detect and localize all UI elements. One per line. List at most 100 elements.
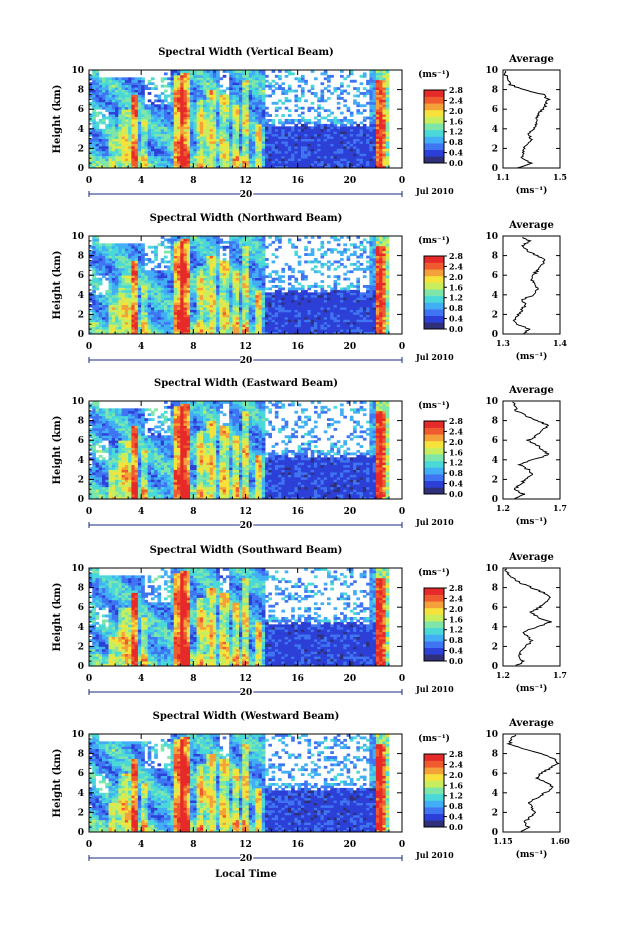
heatmap-cell bbox=[183, 311, 188, 315]
heatmap-cell bbox=[242, 74, 246, 78]
heatmap-cell bbox=[235, 96, 240, 100]
heatmap-cell bbox=[111, 280, 116, 283]
heatmap-cell bbox=[128, 316, 132, 320]
heatmap-cell bbox=[147, 79, 152, 83]
heatmap-cell bbox=[118, 272, 122, 276]
heatmap-cell bbox=[193, 101, 197, 105]
heatmap-cell bbox=[137, 248, 142, 252]
heatmap-cell bbox=[379, 111, 383, 115]
heatmap-cell bbox=[362, 133, 367, 137]
heatmap-cell bbox=[124, 163, 129, 166]
heatmap-cell bbox=[98, 165, 103, 169]
heatmap-cell bbox=[128, 101, 132, 105]
heatmap-cell bbox=[304, 131, 308, 135]
heatmap-cell bbox=[108, 302, 113, 305]
heatmap-cell bbox=[242, 321, 246, 325]
heatmap-cell bbox=[199, 329, 204, 332]
heatmap-cell bbox=[206, 155, 211, 159]
heatmap-cell bbox=[144, 150, 149, 154]
heatmap-cell bbox=[115, 253, 119, 256]
heatmap-cell bbox=[238, 96, 243, 100]
colorbar-tick-label: 1.2 bbox=[449, 127, 463, 137]
heatmap-cell bbox=[206, 316, 211, 320]
heatmap-cell bbox=[147, 131, 152, 135]
heatmap-cell bbox=[268, 136, 272, 139]
heatmap-cell bbox=[385, 94, 390, 98]
heatmap-cell bbox=[238, 133, 243, 137]
heatmap-cell bbox=[212, 96, 217, 100]
heatmap-cell bbox=[209, 141, 214, 144]
heatmap-cell bbox=[173, 96, 178, 100]
heatmap-cell bbox=[190, 82, 194, 86]
heatmap-cell bbox=[359, 92, 364, 95]
heatmap-cell bbox=[108, 119, 113, 122]
heatmap-cell bbox=[238, 287, 243, 291]
heatmap-cell bbox=[177, 240, 181, 244]
heatmap-cell bbox=[180, 123, 184, 127]
heatmap-cell bbox=[235, 282, 240, 286]
heatmap-cell bbox=[366, 153, 370, 157]
heatmap-cell bbox=[235, 148, 240, 152]
heatmap-cell bbox=[111, 262, 116, 266]
heatmap-cell bbox=[180, 101, 184, 105]
heatmap-cell bbox=[248, 280, 253, 283]
heatmap-cell bbox=[163, 275, 168, 279]
heatmap-cell bbox=[196, 114, 201, 117]
heatmap-cell bbox=[183, 240, 188, 244]
heatmap-cell bbox=[131, 292, 136, 296]
heatmap-cell bbox=[203, 253, 207, 256]
heatmap-cell bbox=[121, 324, 126, 328]
heatmap-cell bbox=[111, 321, 116, 325]
heatmap-cell bbox=[232, 253, 237, 256]
heatmap-cell bbox=[157, 121, 162, 125]
heatmap-cell bbox=[356, 87, 361, 90]
heatmap-cell bbox=[98, 326, 103, 330]
heatmap-cell bbox=[307, 109, 312, 113]
heatmap-cell bbox=[147, 314, 152, 318]
heatmap-cell bbox=[131, 145, 136, 149]
heatmap-cell bbox=[317, 158, 321, 162]
heatmap-cell bbox=[163, 297, 168, 301]
heatmap-cell bbox=[193, 287, 197, 291]
heatmap-cell bbox=[141, 126, 145, 130]
heatmap-cell bbox=[115, 94, 119, 98]
heatmap-cell bbox=[124, 160, 129, 164]
heatmap-cell bbox=[238, 126, 243, 130]
heatmap-cell bbox=[118, 277, 122, 281]
heatmap-cell bbox=[186, 128, 191, 132]
heatmap-cell bbox=[199, 121, 204, 125]
heatmap-cell bbox=[160, 282, 165, 286]
colorbar-tick-label: 2.8 bbox=[449, 85, 463, 95]
heatmap-cell bbox=[180, 253, 184, 256]
heatmap-cell bbox=[327, 163, 331, 166]
heatmap-cell bbox=[375, 160, 380, 164]
heatmap-cell bbox=[105, 297, 109, 301]
heatmap-cell bbox=[284, 145, 289, 149]
heatmap-cell bbox=[242, 160, 246, 164]
heatmap-cell bbox=[248, 292, 253, 296]
heatmap-cell bbox=[235, 109, 240, 113]
heatmap-cell bbox=[92, 316, 96, 320]
heatmap-cell bbox=[203, 138, 207, 142]
heatmap-cell bbox=[105, 319, 109, 323]
heatmap-cell bbox=[124, 329, 129, 332]
heatmap-cell bbox=[242, 70, 246, 73]
heatmap-cell bbox=[235, 101, 240, 105]
heatmap-cell bbox=[108, 141, 113, 144]
heatmap-cell bbox=[369, 145, 374, 149]
heatmap-cell bbox=[242, 92, 246, 95]
heatmap-cell bbox=[186, 255, 191, 259]
heatmap-cell bbox=[212, 287, 217, 291]
heatmap-cell bbox=[105, 150, 109, 154]
heatmap-cell bbox=[102, 160, 106, 164]
heatmap-cell bbox=[252, 141, 256, 144]
heatmap-cell bbox=[304, 133, 308, 137]
heatmap-cell bbox=[199, 292, 204, 296]
heatmap-cell bbox=[160, 163, 165, 166]
heatmap-cell bbox=[154, 287, 158, 291]
heatmap-cell bbox=[111, 84, 116, 88]
heatmap-cell bbox=[353, 131, 357, 135]
heatmap-cell bbox=[382, 89, 387, 93]
heatmap-cell bbox=[157, 329, 162, 332]
heatmap-cell bbox=[137, 77, 142, 81]
